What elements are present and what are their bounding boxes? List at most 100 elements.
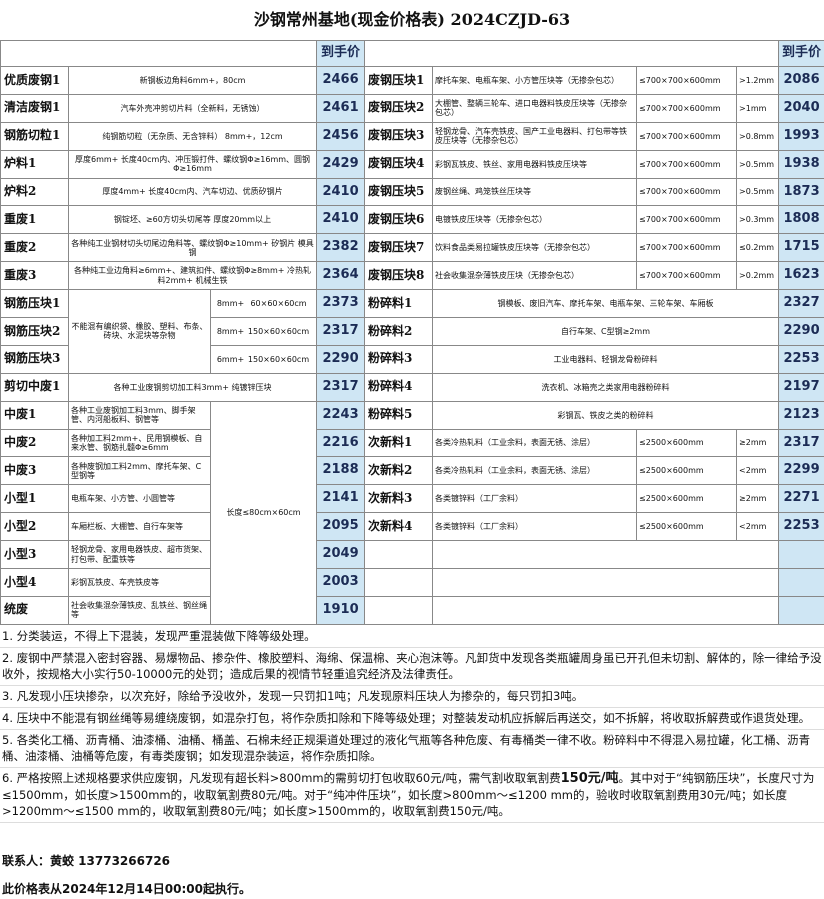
shared-desc: 不能混有编织袋、橡胶、塑料、布条、砖块、水泥块等杂物 — [68, 289, 211, 374]
row: 重废1 钢锭坯、≥60方切头切尾等 厚度20mm以上 2410 废钢压块6 电镀铁皮压块… — [0, 205, 824, 235]
blank — [364, 595, 434, 625]
item-name: 炉料1 — [0, 149, 69, 179]
price: 2466 — [316, 66, 366, 95]
price: 2317 — [778, 428, 824, 458]
item-desc: 汽车外壳冲剪切片料（全新料，无锈蚀） — [67, 93, 318, 123]
item-name: 中废2 — [0, 428, 69, 458]
size: ≤700×700×600mm — [636, 177, 738, 207]
item-name: 优质废钢1 — [0, 66, 69, 95]
row: 炉料1 厚度6mm+ 长度40cm内、冲压锻打件、螺纹钢Φ≥16mm、圆钢Φ≥16… — [0, 149, 824, 179]
thickness: >1.2mm — [736, 66, 780, 95]
spec: 6mm+ 150×60×60cm — [209, 344, 318, 374]
price: 2410 — [316, 177, 366, 207]
price: 2461 — [316, 93, 366, 123]
shared-spec: 长度≤80cm×60cm — [209, 400, 318, 625]
price-header: 到手价 — [778, 40, 824, 67]
item-desc: 厚度4mm+ 长度40cm内、汽车切边、优质矽钢片 — [67, 177, 318, 207]
price: 1715 — [778, 233, 824, 263]
note-text: 。其中对于“纯钢筋压块”，长度尺寸为≤1500mm，如长度>1500mm的，收取… — [2, 771, 815, 818]
size: ≤700×700×600mm — [636, 93, 738, 123]
row: 中废2 各种加工料2mm+、民用钢模板、自来水管、钢筋扎髓Φ≥6mm 2216 次新料… — [0, 428, 824, 458]
item-name: 小型4 — [0, 568, 69, 597]
item-desc: 厚度6mm+ 长度40cm内、冲压锻打件、螺纹钢Φ≥16mm、圆钢Φ≥16mm — [67, 149, 318, 179]
price: 2123 — [778, 400, 824, 430]
item-name: 次新料4 — [364, 512, 434, 542]
item-name: 次新料1 — [364, 428, 434, 458]
price: 1808 — [778, 205, 824, 235]
item-name: 重废1 — [0, 205, 69, 235]
row: 中废3 各种废钢加工料2mm、摩托车架、C型钢等 2188 次新料2 各类冷热轧料（工业… — [0, 456, 824, 486]
price-header: 到手价 — [316, 40, 366, 67]
note: 2. 废钢中严禁混入密封容器、易爆物品、掺杂件、橡胶塑料、海绵、保温棉、夹心泡沫… — [0, 648, 824, 686]
item-name: 小型1 — [0, 484, 69, 514]
note-emphasis: 150元/吨 — [560, 771, 619, 786]
blank — [364, 568, 434, 597]
blank — [778, 595, 824, 625]
item-name: 次新料2 — [364, 456, 434, 486]
size: 150×60×60cm — [247, 354, 310, 364]
blank — [432, 540, 780, 570]
spec: 8mm+ 60×60×60cm — [209, 289, 318, 319]
item-desc: 各种纯工业边角料≥6mm+、建筑扣件、螺纹钢Φ≥8mm+ 冷热轧料2mm+ 机械… — [67, 261, 318, 291]
item-desc: 钢锭坯、≥60方切头切尾等 厚度20mm以上 — [67, 205, 318, 235]
row: 重废3 各种纯工业边角料≥6mm+、建筑扣件、螺纹钢Φ≥8mm+ 冷热轧料2mm+… — [0, 261, 824, 291]
price: 2243 — [316, 400, 366, 430]
price: 2086 — [778, 66, 824, 95]
row: 统废 社会收集混杂薄铁皮、乱铁丝、钢丝绳等 1910 — [0, 595, 824, 625]
price: 2429 — [316, 149, 366, 179]
size: ≤700×700×600mm — [636, 149, 738, 179]
item-desc: 彩钢瓦、铁皮之类的粉碎料 — [432, 400, 780, 430]
item-name: 钢筋压块1 — [0, 289, 69, 319]
blank — [364, 40, 780, 67]
thickness: >0.2mm — [736, 261, 780, 291]
item-desc: 电瓶车架、小方管、小圆管等 — [68, 484, 211, 514]
item-name: 粉碎料3 — [364, 344, 434, 374]
price: 2197 — [778, 372, 824, 402]
thickness: >0.5mm — [736, 149, 780, 179]
item-name: 重废3 — [0, 261, 69, 291]
item-desc: 各种工业废钢剪切加工料3mm+ 纯镀锌压块 — [67, 372, 318, 402]
item-name: 钢筋压块2 — [0, 317, 69, 346]
item-name: 清洁废钢1 — [0, 93, 69, 123]
item-name: 剪切中废1 — [0, 372, 69, 402]
size: ≤2500×600mm — [636, 512, 738, 542]
row: 钢筋压块2 8mm+ 150×60×60cm 2317 粉碎料2 自行车架、C型钢≥2mm… — [0, 317, 824, 346]
item-name: 次新料3 — [364, 484, 434, 514]
price: 2299 — [778, 456, 824, 486]
thickness: ≥2mm — [736, 484, 780, 514]
item-desc: 各类冷热轧料（工业余料，表面无锈、涂层） — [432, 428, 638, 458]
thickness: 8mm+ — [216, 298, 245, 308]
price: 2049 — [316, 540, 366, 570]
price: 2410 — [316, 205, 366, 235]
item-name: 重废2 — [0, 233, 69, 263]
price: 2040 — [778, 93, 824, 123]
note: 1. 分类装运，不得上下混装，发现严重混装做下降等级处理。 — [0, 626, 824, 648]
price: 2188 — [316, 456, 366, 486]
blank — [364, 540, 434, 570]
thickness: ≤0.2mm — [736, 233, 780, 263]
item-name: 粉碎料4 — [364, 372, 434, 402]
row: 炉料2 厚度4mm+ 长度40cm内、汽车切边、优质矽钢片 2410 废钢压块5 废钢丝… — [0, 177, 824, 207]
thickness: >1mm — [736, 93, 780, 123]
price: 2141 — [316, 484, 366, 514]
row: 清洁废钢1 汽车外壳冲剪切片料（全新料，无锈蚀） 2461 废钢压块2 大棚管、整辆三轮… — [0, 93, 824, 123]
price: 2373 — [316, 289, 366, 319]
note-text: 6. 严格按照上述规格要求供应废钢，凡发现有超长料>800mm的需剪切打包收取6… — [2, 771, 561, 785]
item-desc: 彩钢瓦铁皮、车壳铁皮等 — [68, 568, 211, 597]
price: 2327 — [778, 289, 824, 319]
item-name: 粉碎料1 — [364, 289, 434, 319]
price: 2253 — [778, 344, 824, 374]
size: ≤700×700×600mm — [636, 205, 738, 235]
notes: 1. 分类装运，不得上下混装，发现严重混装做下降等级处理。 2. 废钢中严禁混入密… — [0, 626, 824, 823]
item-desc: 各类镀锌料（工厂余料） — [432, 512, 638, 542]
item-name: 统废 — [0, 595, 69, 625]
thickness: ≥2mm — [736, 428, 780, 458]
row: 小型3 轻钢龙骨、家用电器铁皮、超市货架、打包带、配重铁等 2049 — [0, 540, 824, 570]
price: 2382 — [316, 233, 366, 263]
blank — [432, 568, 780, 597]
item-desc: 饮料食品类易拉罐铁皮压块等（无掺杂包芯） — [432, 233, 638, 263]
price: 2364 — [316, 261, 366, 291]
item-desc: 轻钢龙骨、家用电器铁皮、超市货架、打包带、配重铁等 — [68, 540, 211, 570]
size: ≤2500×600mm — [636, 484, 738, 514]
size: ≤2500×600mm — [636, 428, 738, 458]
